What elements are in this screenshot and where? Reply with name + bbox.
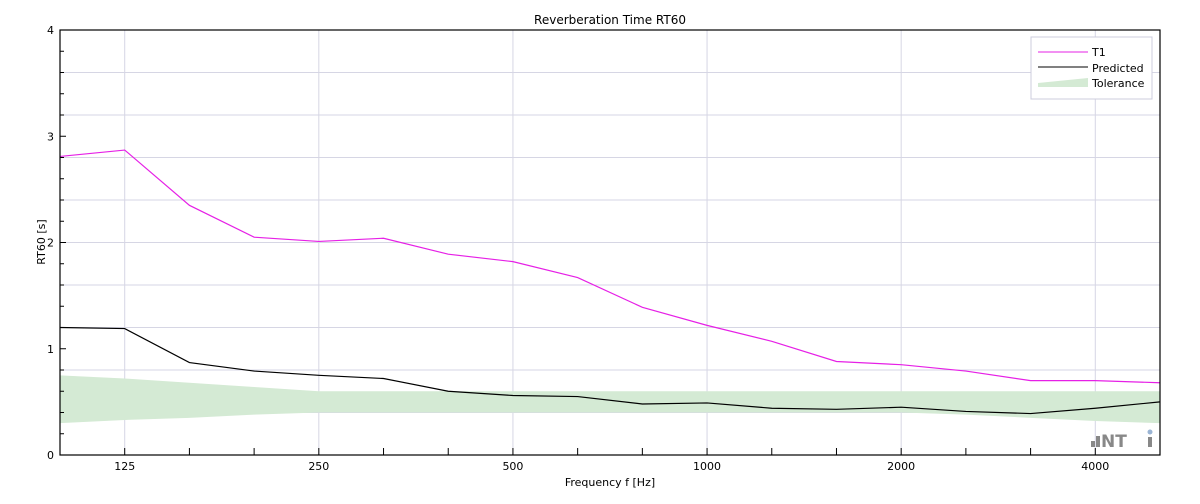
x-tick-label: 2000 (887, 460, 915, 473)
legend-label-tolerance: Tolerance (1091, 77, 1145, 90)
legend-label-t1: T1 (1091, 46, 1106, 59)
x-tick-label: 500 (502, 460, 523, 473)
grid (60, 29, 1160, 455)
chart-title: Reverberation Time RT60 (534, 13, 686, 27)
series-line-predicted (59, 326, 1161, 415)
x-tick-label: 1000 (693, 460, 721, 473)
legend: T1 Predicted Tolerance (1030, 36, 1153, 100)
tolerance-area (60, 375, 1160, 424)
y-tick-label: 4 (47, 24, 54, 37)
tolerance-band (60, 375, 1160, 424)
axis-ticks: 0 1 2 3 4 125 250 500 1000 2000 4000 (47, 24, 1109, 473)
x-axis-label: Frequency f [Hz] (565, 476, 655, 489)
legend-label-predicted: Predicted (1092, 62, 1144, 75)
series-lines (59, 149, 1161, 415)
x-tick-label: 4000 (1081, 460, 1109, 473)
legend-swatch-tolerance (1038, 78, 1088, 87)
x-tick-label: 250 (308, 460, 329, 473)
y-tick-label: 2 (47, 237, 54, 250)
x-tick-label: 125 (114, 460, 135, 473)
nti-logo: NT (1091, 429, 1153, 452)
svg-text:NT: NT (1101, 432, 1127, 452)
y-tick-label: 3 (47, 130, 54, 143)
y-tick-label: 0 (47, 449, 54, 462)
y-tick-label: 1 (47, 343, 54, 356)
y-axis-label: RT60 [s] (35, 219, 48, 264)
series-line-t1 (59, 149, 1161, 384)
